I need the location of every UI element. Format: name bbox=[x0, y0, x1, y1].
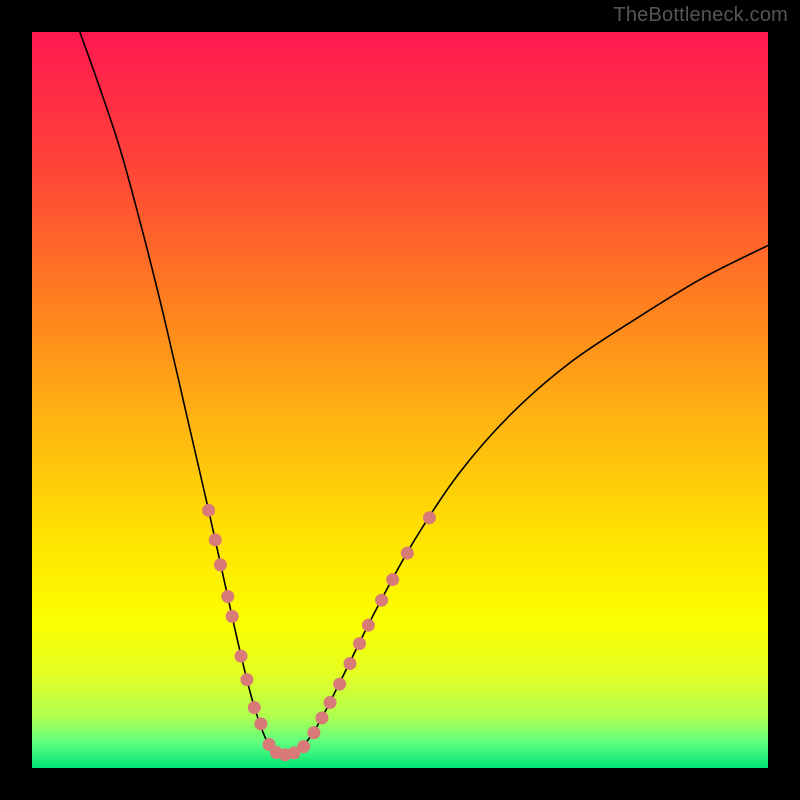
sample-dot bbox=[423, 512, 435, 524]
sample-dot bbox=[209, 534, 221, 546]
sample-dot bbox=[226, 610, 238, 622]
sample-dot bbox=[354, 638, 366, 650]
sample-dot bbox=[222, 591, 234, 603]
image-root: TheBottleneck.com bbox=[0, 0, 800, 800]
sample-dots-group bbox=[203, 504, 436, 760]
sample-dot bbox=[255, 718, 267, 730]
sample-dot bbox=[362, 619, 374, 631]
bottleneck-curve bbox=[80, 32, 768, 755]
plot-area bbox=[32, 32, 768, 768]
sample-dot bbox=[203, 504, 215, 516]
sample-dot bbox=[248, 702, 260, 714]
sample-dot bbox=[298, 741, 310, 753]
sample-dot bbox=[214, 559, 226, 571]
plot-curve-layer bbox=[32, 32, 768, 768]
sample-dot bbox=[235, 650, 247, 662]
sample-dot bbox=[387, 574, 399, 586]
sample-dot bbox=[344, 657, 356, 669]
sample-dot bbox=[334, 678, 346, 690]
sample-dot bbox=[401, 547, 413, 559]
sample-dot bbox=[308, 727, 320, 739]
watermark-text: TheBottleneck.com bbox=[613, 4, 788, 27]
sample-dot bbox=[324, 696, 336, 708]
sample-dot bbox=[316, 712, 328, 724]
sample-dot bbox=[376, 594, 388, 606]
sample-dot bbox=[241, 674, 253, 686]
